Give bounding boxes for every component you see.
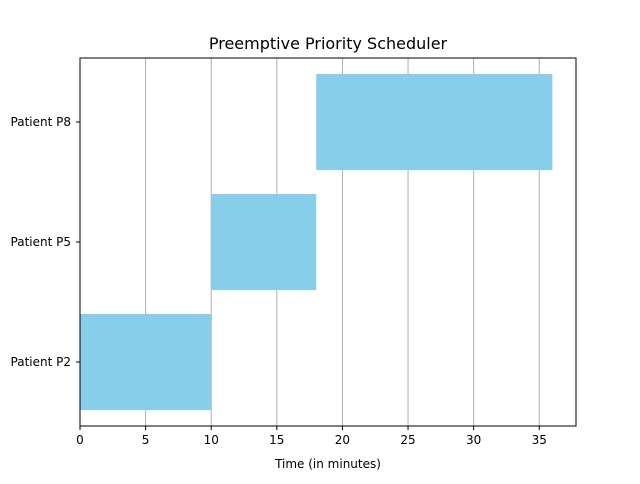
chart-title: Preemptive Priority Scheduler — [209, 34, 448, 53]
x-tick-label: 35 — [532, 433, 547, 447]
x-tick-label: 15 — [269, 433, 284, 447]
bar-patient-p5 — [211, 194, 317, 290]
y-axis-ticks: Patient P2 Patient P5 Patient P8 — [11, 115, 80, 369]
y-tick-label: Patient P8 — [11, 115, 71, 129]
bar-patient-p8 — [316, 74, 553, 170]
bars-group — [80, 74, 553, 410]
bar-patient-p2 — [80, 314, 212, 410]
y-tick-label: Patient P5 — [11, 235, 71, 249]
y-tick-label: Patient P2 — [11, 355, 71, 369]
x-tick-label: 10 — [204, 433, 219, 447]
x-tick-label: 0 — [76, 433, 84, 447]
x-tick-label: 5 — [142, 433, 150, 447]
x-axis-ticks: 0 5 10 15 20 25 30 35 — [76, 426, 547, 447]
x-tick-label: 30 — [466, 433, 481, 447]
x-axis-label: Time (in minutes) — [274, 457, 381, 471]
x-tick-label: 25 — [400, 433, 415, 447]
x-tick-label: 20 — [335, 433, 350, 447]
